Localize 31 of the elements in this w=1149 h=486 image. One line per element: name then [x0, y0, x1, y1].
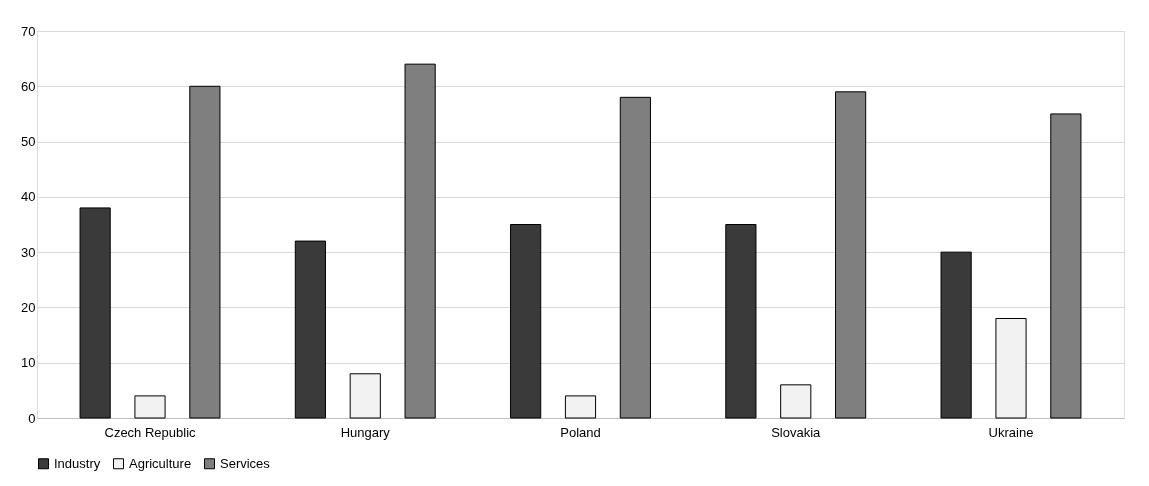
x-tick-label: Czech Republic — [104, 424, 197, 440]
bar — [510, 224, 542, 419]
bar — [79, 207, 111, 419]
bar — [619, 96, 651, 419]
y-tick-label: 70 — [21, 23, 36, 39]
bar — [349, 373, 381, 419]
legend-label: Agriculture — [129, 455, 192, 471]
y-tick-label: 60 — [21, 78, 36, 94]
bar — [725, 224, 757, 419]
x-tick-label: Poland — [560, 424, 601, 440]
bar — [835, 91, 867, 419]
y-tick-label: 20 — [21, 299, 36, 315]
bar — [940, 251, 972, 419]
bar — [294, 240, 326, 419]
y-tick-label: 40 — [21, 189, 36, 205]
x-tick-label: Slovakia — [771, 424, 822, 440]
y-tick-label: 0 — [28, 410, 36, 426]
y-tick-label: 10 — [21, 355, 36, 371]
bar — [780, 384, 812, 419]
y-tick-label: 30 — [21, 244, 36, 260]
legend-label: Industry — [54, 455, 101, 471]
bar — [995, 317, 1027, 419]
x-tick-label: Hungary — [340, 424, 391, 440]
bar — [564, 395, 597, 419]
x-tick-label: Ukraine — [988, 424, 1034, 440]
y-tick-label: 50 — [21, 134, 36, 150]
bar — [1050, 113, 1082, 419]
bar — [189, 85, 221, 419]
bar — [134, 395, 166, 419]
legend-label: Services — [220, 455, 271, 471]
bar — [404, 63, 436, 419]
